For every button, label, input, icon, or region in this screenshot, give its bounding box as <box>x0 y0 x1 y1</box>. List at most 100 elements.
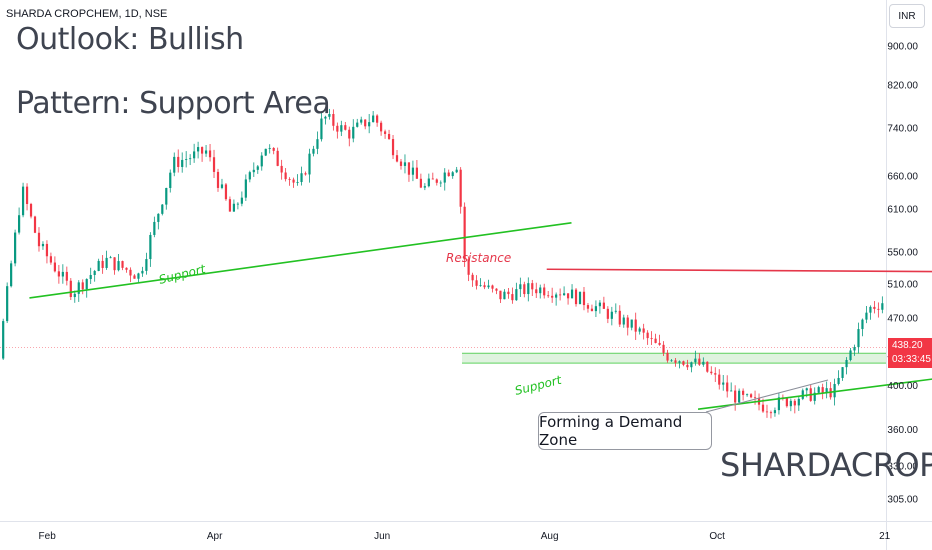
x-tick-label: 21 <box>879 531 891 542</box>
pattern-text: Pattern: Support Area <box>16 86 331 121</box>
candle-body <box>626 317 629 328</box>
candle-body <box>734 390 737 403</box>
candle-body <box>25 186 29 204</box>
y-tick-label: 610.00 <box>887 204 918 215</box>
candle-body <box>610 311 613 319</box>
candle-body <box>562 293 566 296</box>
candle-body <box>662 344 665 353</box>
candle-body <box>630 319 633 328</box>
candle-body <box>531 283 534 290</box>
candle-body <box>451 172 454 177</box>
candle-body <box>654 338 657 343</box>
candle-body <box>121 261 124 268</box>
candle-body <box>714 373 717 375</box>
candle-body <box>37 232 41 247</box>
candle-body <box>431 178 434 180</box>
candle-body <box>204 150 208 154</box>
y-tick-label: 900.00 <box>887 42 918 53</box>
candle-body <box>570 289 574 299</box>
candle-body <box>216 171 220 188</box>
candle-body <box>582 291 586 306</box>
candle-body <box>49 256 53 263</box>
x-tick-label: Jun <box>374 531 390 542</box>
candle-body <box>738 390 741 403</box>
candle-body <box>280 165 283 173</box>
candle-body <box>471 274 474 281</box>
candle-body <box>443 172 446 183</box>
candle-body <box>634 319 637 332</box>
candle-body <box>479 285 482 287</box>
currency-button[interactable]: INR <box>889 4 925 28</box>
candle-body <box>423 186 426 188</box>
outlook-text: Outlook: Bullish <box>16 22 244 57</box>
candle-body <box>153 221 156 235</box>
candle-body <box>483 285 486 288</box>
candle-body <box>407 162 411 175</box>
candle-body <box>169 172 172 188</box>
candle-body <box>21 186 25 216</box>
candle-body <box>268 147 271 149</box>
candle-body <box>853 347 856 351</box>
candle-body <box>435 179 438 183</box>
candle-body <box>706 361 709 372</box>
candle-body <box>248 172 251 180</box>
candle-body <box>403 162 407 166</box>
candle-body <box>137 273 140 279</box>
candle-body <box>873 306 876 309</box>
candle-body <box>598 302 601 307</box>
candle-body <box>475 280 478 286</box>
candle-body <box>447 172 450 177</box>
candle-body <box>535 289 538 294</box>
candle-body <box>841 367 844 378</box>
candle-body <box>332 114 335 126</box>
x-tick-label: Aug <box>541 531 559 542</box>
candle-body <box>113 257 116 271</box>
candle-body <box>340 125 343 132</box>
candle-body <box>769 412 773 414</box>
candle-body <box>566 293 570 299</box>
support-trendline <box>29 221 572 299</box>
candle-body <box>805 388 808 391</box>
candle-body <box>141 270 144 274</box>
candle-body <box>260 155 263 167</box>
candle-body <box>869 306 872 313</box>
candle-body <box>730 390 733 392</box>
y-axis-ticks: 900.00 820.00 740.00 660.00 610.00 550.00 510.… <box>887 42 918 506</box>
candle-body <box>45 243 49 257</box>
candle-body <box>368 122 371 127</box>
resistance-label: Resistance <box>446 251 511 265</box>
candle-body <box>97 260 100 271</box>
candle-body <box>133 275 136 279</box>
y-tick-label: 400.00 <box>887 381 918 392</box>
candle-body <box>622 317 625 325</box>
candle-body <box>89 274 92 280</box>
candle-body <box>109 257 112 259</box>
candle-body <box>555 294 558 298</box>
candle-body <box>749 394 753 398</box>
candle-body <box>439 182 442 184</box>
candle-body <box>33 216 37 233</box>
candle-body <box>61 271 64 277</box>
candle-body <box>10 263 13 287</box>
candle-body <box>710 371 713 374</box>
candle-body <box>455 169 458 173</box>
candle-body <box>276 150 279 166</box>
candle-body <box>495 288 498 291</box>
candle-body <box>427 178 430 187</box>
candle-body <box>698 358 701 365</box>
candle-body <box>308 153 311 175</box>
candle-body <box>686 364 689 368</box>
candle-body <box>606 308 609 319</box>
candle-body <box>419 178 422 188</box>
candle-body <box>288 179 291 180</box>
candle-body <box>590 308 594 312</box>
candle-body <box>499 290 502 300</box>
candle-body <box>256 166 259 170</box>
candle-body <box>284 172 287 180</box>
candle-body <box>65 271 68 281</box>
candle-body <box>57 271 60 277</box>
symbol-title: SHARDA CROPCHEM, 1D, NSE <box>6 8 168 20</box>
candle-body <box>376 115 379 123</box>
candle-body <box>459 169 462 207</box>
